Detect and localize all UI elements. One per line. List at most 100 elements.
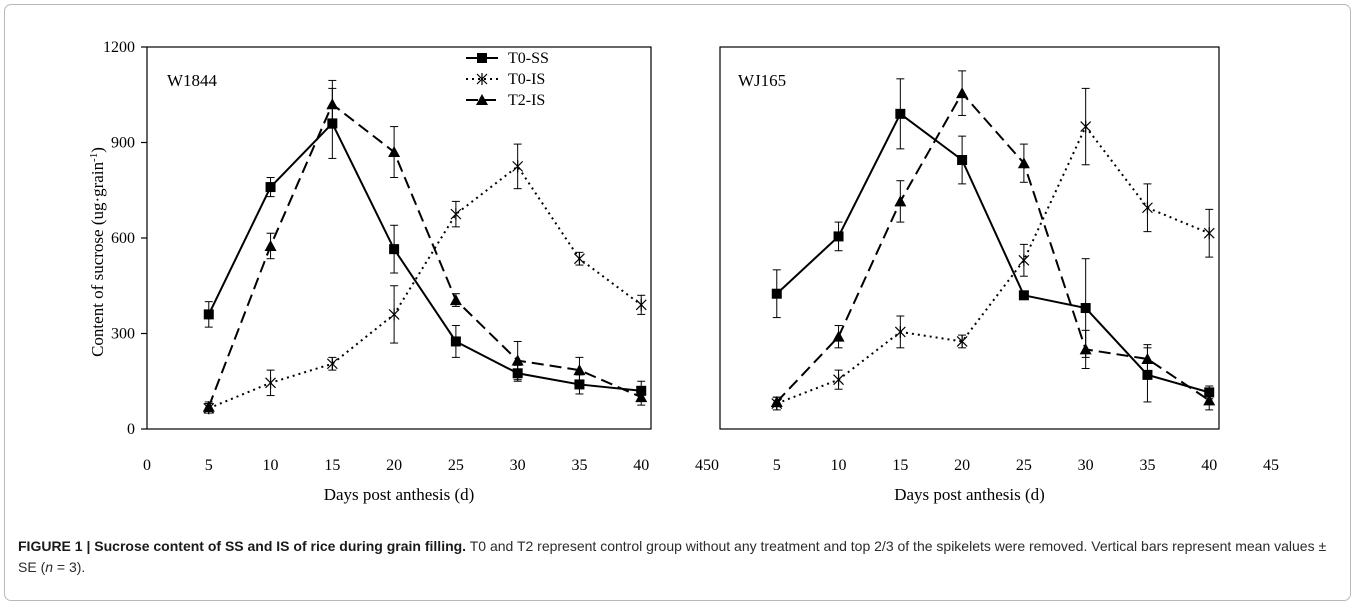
x-tick-label: 30: [510, 457, 526, 474]
data-point-triangle: [1141, 352, 1154, 364]
data-point-triangle: [449, 294, 462, 306]
data-point-asterisk: [476, 73, 488, 85]
x-tick-label: 40: [633, 457, 649, 474]
legend-entry: T2-IS: [466, 92, 545, 109]
data-point-triangle: [511, 354, 524, 366]
data-point-asterisk: [1203, 227, 1215, 240]
series-line: [776, 124, 1210, 405]
figure-frame: [4, 4, 1351, 601]
y-tick-label: 1200: [103, 39, 135, 56]
y-tick-label: 300: [111, 326, 135, 343]
x-tick-label: 0: [143, 457, 151, 474]
data-point-triangle: [264, 239, 277, 251]
x-tick-label: 15: [892, 457, 908, 474]
y-tick-label: 600: [111, 230, 135, 247]
data-point-asterisk: [1018, 254, 1030, 267]
data-point-asterisk: [388, 308, 400, 321]
x-tick-label: 20: [954, 457, 970, 474]
y-tick-label: 0: [127, 421, 135, 438]
x-tick-label: 35: [571, 457, 587, 474]
x-tick-label: 25: [448, 457, 464, 474]
data-point-asterisk: [1080, 120, 1092, 133]
x-tick-label: 10: [831, 457, 847, 474]
legend-entry: T0-IS: [466, 71, 545, 88]
data-point-triangle: [635, 391, 648, 403]
x-tick-label: 0: [711, 457, 719, 474]
data-point-asterisk: [574, 252, 585, 265]
data-point-asterisk: [326, 357, 338, 370]
series-line: [776, 91, 1210, 403]
data-point-square: [265, 182, 276, 193]
data-point-triangle: [1017, 157, 1030, 169]
data-point-triangle: [956, 87, 969, 99]
legend-entry: T0-SS: [466, 50, 549, 67]
data-point-triangle: [1203, 394, 1216, 406]
data-point-square: [771, 288, 782, 299]
data-point-square: [574, 379, 585, 390]
panel-label: W1844: [167, 71, 218, 90]
data-point-triangle: [326, 98, 339, 110]
data-point-square: [1080, 303, 1091, 314]
data-point-square: [1018, 290, 1029, 301]
data-point-square: [957, 155, 968, 166]
data-point-asterisk: [635, 298, 647, 311]
data-point-asterisk: [512, 160, 524, 173]
y-axis-label: Content of sucrose (ug·grain-1): [88, 147, 107, 357]
caption-title: FIGURE 1 | Sucrose content of SS and IS …: [18, 538, 467, 554]
plot-area-frame: [719, 46, 1220, 430]
x-tick-label: 45: [695, 457, 711, 474]
caption-n: n: [45, 559, 54, 575]
data-point-triangle: [894, 195, 907, 207]
y-tick-label: 900: [111, 135, 135, 152]
legend-label: T2-IS: [508, 92, 545, 109]
panel-label: WJ165: [738, 71, 786, 90]
data-point-square: [895, 108, 906, 119]
x-tick-label: 10: [263, 457, 279, 474]
x-axis-label: Days post anthesis (d): [894, 485, 1045, 504]
series-line: [776, 112, 1210, 394]
x-tick-label: 15: [324, 457, 340, 474]
x-tick-label: 45: [1263, 457, 1279, 474]
data-point-triangle: [476, 94, 488, 105]
caption-text: T0 and T2 represent control group withou…: [18, 538, 1327, 575]
data-point-square: [1142, 369, 1153, 380]
data-point-asterisk: [450, 208, 462, 221]
series-t0-ss: [771, 78, 1215, 403]
data-point-square: [833, 231, 844, 242]
data-point-asterisk: [1142, 201, 1153, 214]
data-point-square: [203, 309, 214, 320]
series-line: [207, 121, 642, 392]
data-point-square: [450, 336, 461, 347]
data-point-triangle: [573, 364, 586, 376]
figure-caption: FIGURE 1 | Sucrose content of SS and IS …: [18, 536, 1338, 578]
caption-text-end: = 3).: [53, 559, 86, 575]
x-axis-label: Days post anthesis (d): [324, 485, 475, 504]
x-tick-label: 5: [205, 457, 213, 474]
legend-label: T0-IS: [508, 71, 545, 88]
data-point-asterisk: [956, 335, 968, 348]
data-point-triangle: [202, 400, 215, 412]
series-line: [208, 164, 642, 410]
chart-panel-w1844: 0 5 10 15 20 25 30 35 40 45 Days post anthesis (d)…: [103, 39, 711, 504]
data-point-square: [389, 244, 400, 255]
data-point-asterisk: [833, 373, 844, 386]
series-t2-is: [770, 70, 1216, 411]
chart-panel-wj165: 0 5 10 15 20 25 30 35 40 45 Days post anthesis (d)…: [711, 46, 1279, 504]
x-tick-label: 25: [1016, 457, 1032, 474]
data-point-triangle: [388, 146, 401, 158]
data-point-square: [477, 53, 487, 63]
x-tick-label: 5: [773, 457, 781, 474]
data-point-triangle: [770, 395, 783, 407]
legend-label: T0-SS: [508, 50, 549, 67]
data-point-triangle: [832, 330, 845, 342]
series-t0-is: [771, 87, 1215, 411]
data-point-asterisk: [265, 376, 276, 389]
series-t2-is: [202, 79, 648, 412]
x-tick-label: 40: [1201, 457, 1217, 474]
x-tick-label: 35: [1139, 457, 1155, 474]
series-line: [207, 102, 642, 408]
data-point-triangle: [1079, 343, 1092, 355]
data-point-asterisk: [894, 325, 906, 338]
x-tick-label: 30: [1078, 457, 1094, 474]
